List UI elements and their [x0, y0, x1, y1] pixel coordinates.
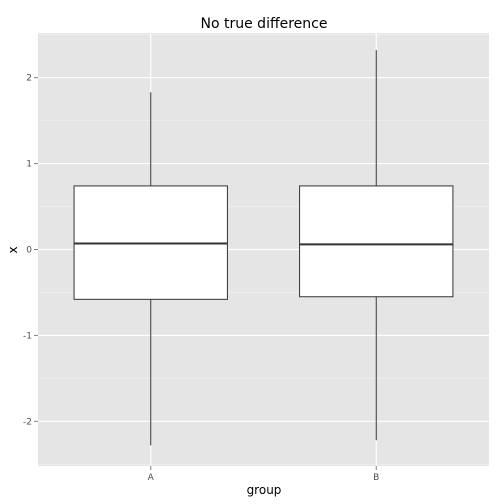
box-group-a [73, 92, 228, 446]
box-group-b [299, 50, 454, 441]
y-tick-label: 1 [26, 160, 32, 170]
x-axis-label: group [247, 483, 282, 497]
chart-title: No true difference [201, 16, 328, 32]
y-tick-label: -2 [23, 417, 32, 427]
y-axis-label: x [6, 246, 20, 253]
box [299, 185, 454, 298]
y-tick-label: -1 [23, 331, 32, 341]
y-tick-label: 0 [26, 246, 32, 256]
x-tick-label: B [373, 473, 379, 483]
x-tick-label: A [148, 473, 155, 483]
y-tick-label: 2 [26, 74, 32, 84]
y-axis-ticks: -2 -1 0 1 2 [23, 74, 38, 427]
box-series [73, 50, 454, 446]
